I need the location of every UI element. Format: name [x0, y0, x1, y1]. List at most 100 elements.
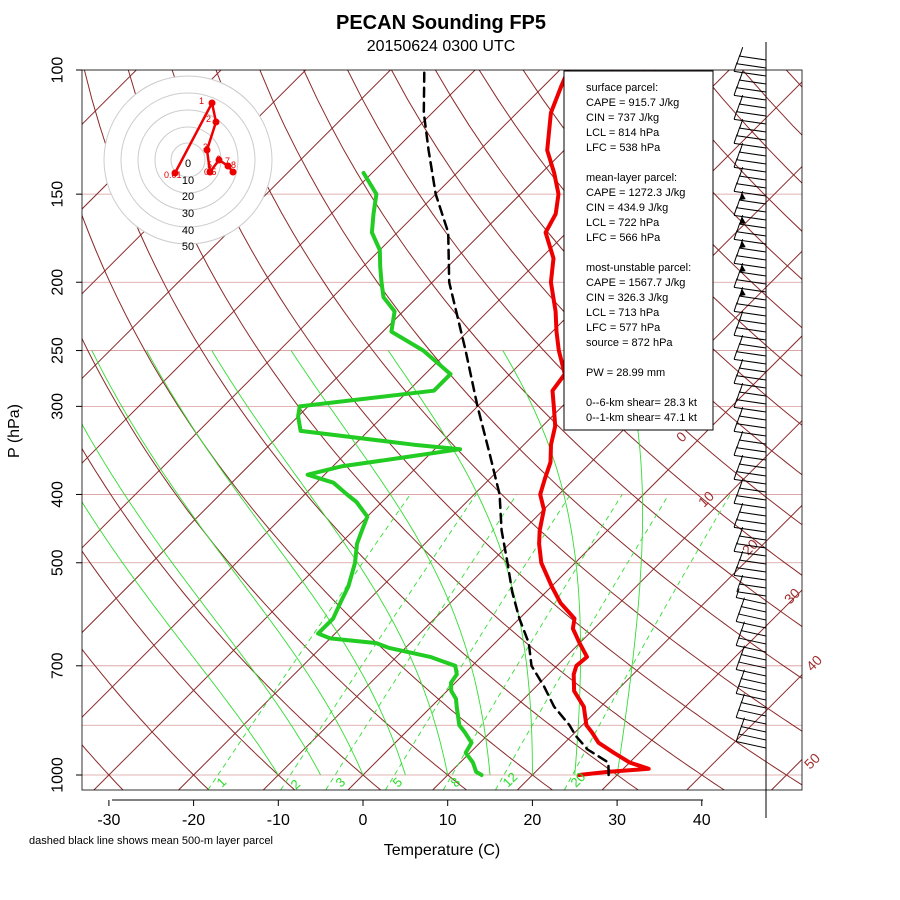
x-axis-label: Temperature (C) — [384, 842, 500, 859]
wind-barb — [739, 271, 767, 277]
hodograph-ring — [103, 75, 273, 245]
wind-barb — [736, 255, 767, 261]
wind-barb-feather — [739, 359, 744, 369]
mean-layer-cin: CIN = 434.9 J/kg — [586, 202, 668, 214]
wind-barb — [736, 279, 767, 285]
precipitable-water: PW = 28.99 mm — [586, 367, 665, 379]
most-unstable-cin: CIN = 326.3 J/kg — [586, 292, 668, 304]
wind-barb — [736, 303, 767, 309]
hodograph-point-label: 5 — [207, 160, 212, 170]
wind-barb-feather — [735, 708, 740, 718]
y-tick-label: 150 — [50, 181, 67, 208]
wind-barb — [741, 606, 767, 613]
wind-barb — [736, 692, 767, 701]
hodograph-point-label: 7 — [225, 156, 230, 166]
wind-barb — [736, 159, 767, 165]
wind-barb-feather — [735, 588, 740, 598]
footnote: dashed black line shows mean 500-m layer… — [29, 835, 273, 847]
hodograph: 0 10 20 30 40 50 1 2 3 5 6 7 8 0.5 0.01 — [103, 75, 273, 253]
x-tick-label: 10 — [439, 812, 457, 829]
dry-adiabat — [82, 550, 295, 790]
wind-barb-feather — [733, 110, 738, 120]
wind-barb-feather — [739, 431, 744, 441]
hodograph-point-label: 0.01 — [164, 170, 182, 180]
wind-barb-feather — [733, 62, 738, 72]
isotherm-line — [601, 589, 802, 790]
wind-barb — [733, 478, 767, 485]
wind-barb-feather — [733, 86, 738, 96]
wind-barb — [736, 87, 767, 93]
wind-barb — [741, 726, 767, 733]
wind-barb-feather — [736, 198, 741, 208]
wind-barb — [736, 567, 767, 573]
wind-barb — [736, 399, 767, 405]
wind-barb-feather — [736, 294, 741, 304]
hodograph-ring — [120, 92, 256, 228]
wind-barb — [736, 231, 767, 237]
most-unstable-lfc: LFC = 577 hPa — [586, 322, 661, 334]
wind-barb — [736, 519, 767, 525]
y-tick-label: 400 — [50, 481, 67, 508]
hodograph-ring-label: 30 — [182, 208, 194, 220]
wind-barb-feather — [739, 551, 744, 561]
wind-barb-feather — [736, 150, 741, 160]
wind-barb-feather — [739, 455, 744, 465]
wind-barb — [739, 343, 767, 349]
mixing-ratio-line — [564, 494, 731, 790]
wind-barb — [736, 740, 767, 749]
wind-barb-flag — [739, 264, 746, 273]
y-tick-label: 300 — [50, 393, 67, 420]
hodograph-point — [208, 99, 216, 107]
wind-barb-feather — [739, 71, 744, 81]
hodograph-point — [206, 168, 214, 176]
wind-barb-feather — [736, 54, 741, 64]
wind-barb — [739, 79, 767, 85]
hodograph-point-label: 8 — [231, 160, 236, 170]
wind-barb — [739, 319, 767, 325]
wind-barb-feather — [736, 582, 741, 592]
wind-barb-feather — [733, 398, 738, 408]
wind-barb-feather — [735, 732, 740, 742]
y-axis-label: P (hPa) — [6, 404, 23, 458]
wind-barb-feather — [733, 134, 738, 144]
wind-barb — [739, 295, 767, 301]
mixing-ratio-line — [207, 494, 411, 790]
wind-barb-feather — [733, 374, 738, 384]
wind-barb-feather — [733, 326, 738, 336]
moist-adiabat — [387, 350, 533, 775]
most-unstable-cape: CAPE = 1567.7 J/kg — [586, 277, 685, 289]
wind-barb — [738, 637, 767, 645]
wind-barb — [733, 214, 767, 221]
wind-barb-feather — [739, 143, 744, 153]
mixing-ratio-line — [495, 494, 670, 790]
wind-barb — [733, 334, 767, 341]
wind-barb — [738, 661, 767, 669]
wind-barb — [739, 55, 767, 61]
wind-barb — [739, 415, 767, 421]
isotherm-line — [82, 70, 476, 464]
wind-barb-feather — [736, 558, 741, 568]
hodograph-point — [212, 118, 220, 126]
mixing-ratio-line — [325, 494, 518, 790]
mixing-ratio-lines — [207, 494, 731, 790]
wind-barb — [739, 559, 767, 565]
wind-barb-feather — [733, 302, 738, 312]
mean-layer-cape: CAPE = 1272.3 J/kg — [586, 187, 685, 199]
wind-barb-feather — [739, 383, 744, 393]
wind-barb — [736, 495, 767, 501]
surface-cape: CAPE = 915.7 J/kg — [586, 97, 679, 109]
wind-barb-feather — [739, 95, 744, 105]
most-unstable-parcel-header: most-unstable parcel: — [586, 262, 691, 274]
wind-barb — [733, 310, 767, 317]
wind-barb-feather — [739, 575, 744, 585]
moist-adiabat — [82, 501, 279, 776]
hodograph-point-label: 0.5 — [204, 167, 217, 177]
isotherm-line — [856, 70, 900, 790]
wind-barb — [733, 94, 767, 101]
wind-barb-feather — [736, 222, 741, 232]
dry-adiabat — [522, 70, 802, 377]
wind-barb — [733, 166, 767, 173]
wind-barb — [739, 535, 767, 541]
x-tick-label: 30 — [608, 812, 626, 829]
x-tick-label: -20 — [182, 812, 205, 829]
